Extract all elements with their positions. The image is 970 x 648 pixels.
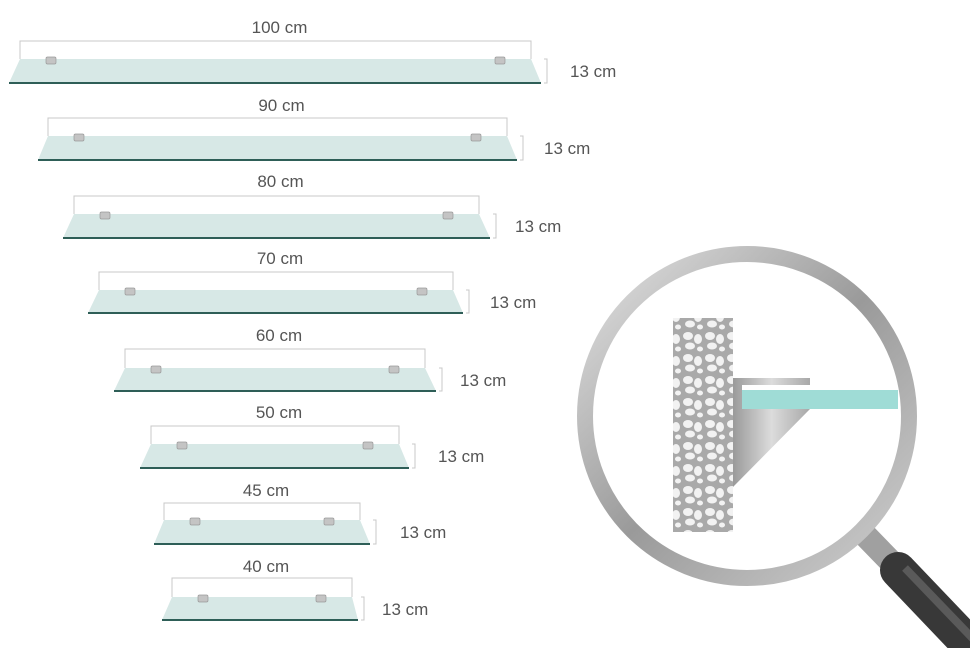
glass-shelf [38,136,517,160]
shelf-bracket [150,365,162,374]
width-dimension-line [98,271,454,290]
shelf-bracket [733,378,810,487]
glass-shelf [140,444,409,468]
glass-shelf [162,597,358,620]
shelf [154,502,377,545]
width-label: 90 cm [258,96,305,115]
depth-dimension-line [466,289,470,314]
shelf-bracket [189,517,201,526]
depth-dimension-line [361,596,365,621]
width-label: 100 cm [251,18,308,37]
depth-dimension-line [493,213,497,239]
wall-section [673,318,733,532]
depth-label: 13 cm [490,292,537,312]
width-dimension-line [163,502,361,520]
width-label: 60 cm [255,326,303,345]
width-label: 70 cm [256,249,304,268]
glass-shelf [63,214,490,238]
shelf-bracket [197,594,209,603]
width-dimension-line [73,195,480,214]
shelf [38,117,524,161]
shelf-bracket [73,133,85,142]
depth-label: 13 cm [438,447,485,466]
shelf-bracket [362,441,374,450]
depth-label: 13 cm [400,523,447,542]
glass-shelf [114,368,436,391]
glass-shelf [88,290,463,313]
depth-label: 13 cm [460,370,507,390]
depth-dimension-line [373,519,377,545]
magnifier-handle [853,523,970,648]
depth-dimension-line [520,135,524,161]
shelf [162,577,365,621]
shelf-bracket [470,133,482,142]
shelf [9,40,548,84]
depth-dimension-line [412,443,416,469]
depth-dimension-line [439,367,443,392]
shelf-bracket [45,56,57,65]
shelf-bracket [442,211,454,220]
width-label: 45 cm [242,481,290,500]
glass-shelf-cross-section [742,390,898,409]
width-label: 40 cm [242,557,290,576]
width-dimension-line [150,425,400,444]
shelf [140,425,416,469]
depth-label: 13 cm [382,599,429,619]
depth-label: 13 cm [515,217,562,236]
shelf-bracket [315,594,327,603]
glass-shelf [9,59,541,83]
width-dimension-line [47,117,508,136]
width-dimension-line [124,348,426,368]
width-label: 50 cm [255,403,303,422]
width-label: 80 cm [257,172,304,191]
shelf [63,195,497,239]
shelf-bracket [323,517,335,526]
shelf-bracket [494,56,506,65]
shelf-bracket [388,365,400,374]
width-dimension-line [171,577,353,597]
depth-label: 13 cm [544,139,591,158]
shelf-bracket [416,287,428,296]
magnifier-detail [577,246,970,648]
shelf-bracket [176,441,188,450]
depth-dimension-line [544,58,548,84]
shelf [88,271,470,314]
depth-label: 13 cm [570,62,617,81]
shelf-bracket [124,287,136,296]
glass-shelf [154,520,370,544]
shelf [114,348,443,392]
width-dimension-line [19,40,532,59]
shelf-bracket [99,211,111,220]
